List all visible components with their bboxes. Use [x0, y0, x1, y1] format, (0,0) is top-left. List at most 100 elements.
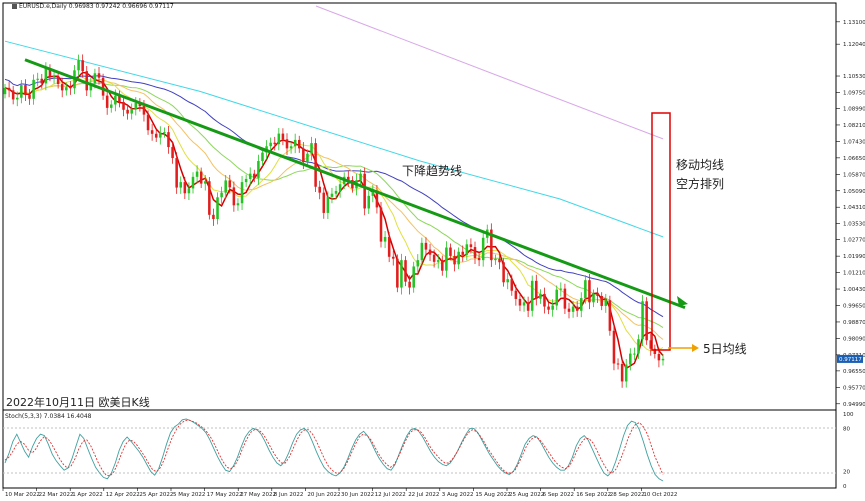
candle-body	[657, 354, 661, 361]
candle	[191, 172, 195, 194]
candle	[56, 72, 60, 89]
candle-body	[310, 143, 313, 154]
price-tick-label: 1.10530	[843, 74, 865, 80]
candle-body	[469, 244, 473, 248]
candle-body	[97, 73, 101, 78]
candle	[490, 223, 493, 267]
candle	[183, 176, 187, 200]
candle	[20, 80, 23, 104]
candle-body	[522, 302, 526, 306]
candle	[105, 89, 109, 115]
candle-body	[81, 60, 84, 72]
candle-body	[596, 293, 599, 297]
candle	[126, 104, 129, 120]
candle	[248, 167, 252, 186]
date-tick-label: 25 Apr 2022	[139, 492, 173, 498]
candle	[208, 177, 211, 220]
candle-body	[187, 188, 191, 194]
candle	[375, 185, 379, 214]
candle	[167, 126, 170, 154]
candle	[322, 187, 326, 219]
candle-body	[518, 298, 522, 306]
candle-body	[526, 302, 530, 311]
candle	[514, 284, 518, 306]
candle	[649, 333, 653, 356]
candle-body	[199, 171, 203, 184]
chart-menu-icon[interactable]	[12, 4, 17, 9]
price-tick-label: 0.96550	[843, 369, 865, 375]
candle	[469, 238, 473, 254]
candle-body	[338, 184, 342, 191]
candle	[334, 185, 338, 200]
candle-body	[159, 132, 162, 138]
date-tick-label: 6 Sep 2022	[543, 492, 574, 498]
candle	[428, 243, 432, 261]
candle	[289, 141, 293, 154]
candle	[653, 344, 657, 359]
candle-body	[224, 180, 227, 193]
date-tick-label: 5 May 2022	[173, 492, 205, 498]
candle	[3, 84, 7, 99]
ohlc-values: 0.96983 0.97242 0.96696 0.97117	[68, 3, 174, 10]
candle-body	[420, 242, 424, 261]
candle-body	[253, 173, 256, 178]
candle-body	[48, 68, 52, 77]
candle-body	[191, 176, 195, 189]
candle	[547, 302, 550, 315]
candle	[481, 231, 485, 267]
ma5-annotation: 5日均线	[703, 342, 747, 356]
candle-body	[543, 293, 546, 307]
stoch-tick-label: 0	[843, 484, 847, 490]
candle-body	[441, 260, 444, 271]
candle	[171, 141, 174, 164]
candle-body	[216, 197, 219, 220]
candle	[310, 136, 313, 161]
ma60-line	[4, 75, 664, 318]
candle	[432, 249, 436, 268]
candle-body	[600, 296, 603, 306]
candle	[661, 354, 665, 366]
candle	[551, 299, 554, 317]
candle	[657, 347, 661, 368]
candle-body	[44, 68, 48, 84]
candle	[453, 249, 456, 272]
ma5-arrow-head	[692, 344, 699, 352]
candle-body	[306, 153, 309, 163]
candle-body	[326, 196, 330, 213]
candle	[277, 127, 281, 151]
candle-body	[179, 182, 183, 188]
candle	[412, 261, 415, 293]
price-tick-label: 1.05870	[843, 172, 865, 178]
candle	[48, 64, 52, 82]
candle-body	[248, 173, 252, 179]
date-tick-label: 22 Jul 2022	[408, 492, 439, 498]
candle	[575, 301, 579, 317]
candle	[195, 165, 199, 184]
date-tick-label: 12 Jul 2022	[375, 492, 406, 498]
price-tick-label: 1.13100	[843, 20, 865, 26]
candle	[269, 137, 272, 152]
candle-body	[571, 306, 575, 312]
candle	[584, 275, 587, 304]
candle	[436, 254, 440, 269]
ma20-line	[4, 79, 664, 340]
ma-annotation-line2: 空方排列	[676, 177, 725, 191]
candle-body	[559, 288, 563, 290]
candle	[371, 184, 375, 203]
candle	[69, 81, 72, 95]
candle-body	[77, 60, 80, 71]
candle	[473, 241, 477, 265]
candle-body	[240, 182, 244, 204]
chart-header: EURUSD.e,Daily 0.96983 0.97242 0.96696 0…	[12, 3, 174, 10]
candle-body	[203, 181, 207, 184]
candle-body	[171, 147, 174, 159]
candle-body	[498, 258, 501, 263]
candle	[620, 358, 624, 388]
candle	[101, 73, 105, 100]
candle	[187, 182, 191, 200]
candle-body	[473, 247, 477, 259]
candle-body	[383, 236, 387, 242]
candle-body	[281, 133, 285, 140]
candle-body	[359, 173, 362, 181]
